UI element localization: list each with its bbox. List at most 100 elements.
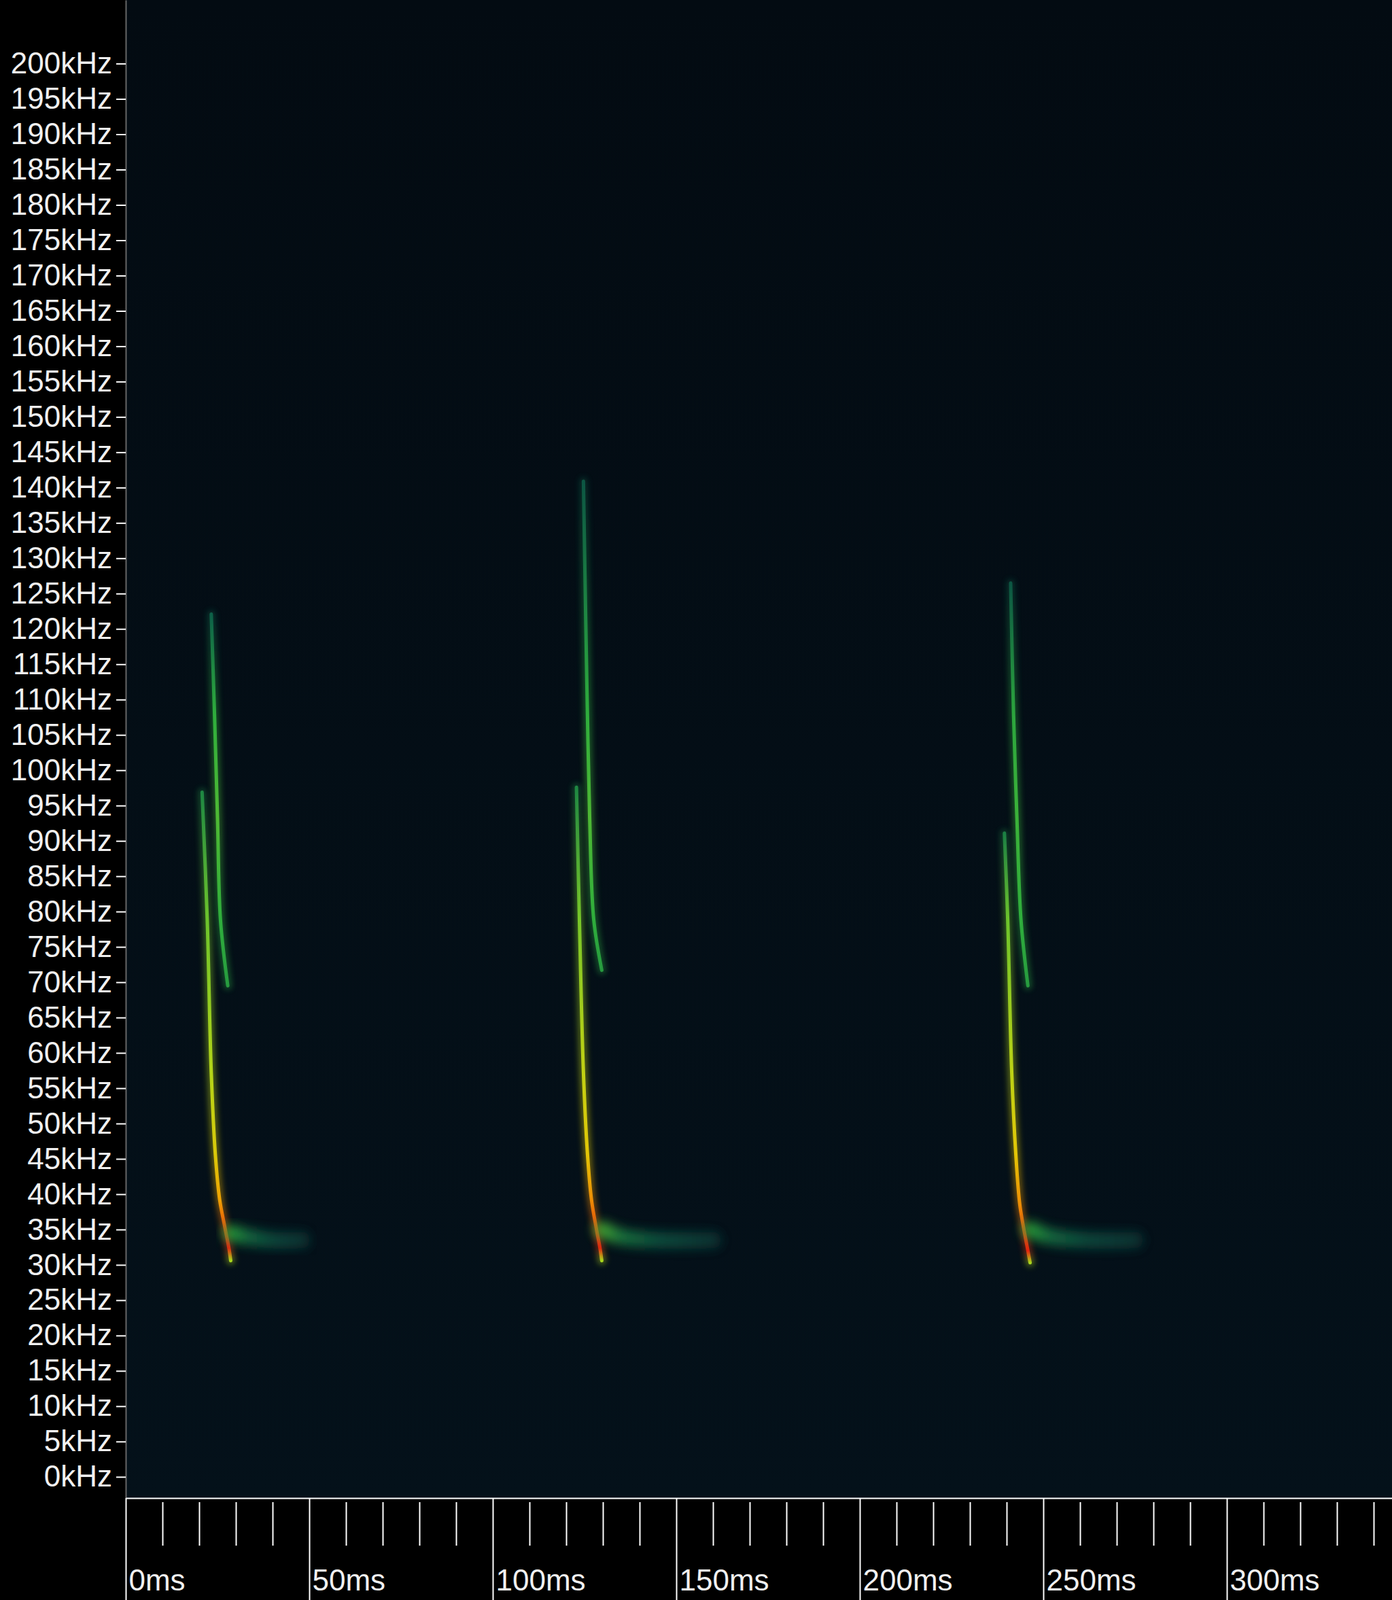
- x-minor-tick: [456, 1502, 457, 1546]
- y-tick: 85kHz: [27, 859, 126, 893]
- x-minor-tick: [345, 1502, 347, 1546]
- y-tick: 145kHz: [10, 435, 126, 469]
- y-tick-label: 55kHz: [27, 1071, 113, 1105]
- y-tick-label: 20kHz: [27, 1317, 113, 1352]
- y-tick-label: 0kHz: [44, 1459, 113, 1493]
- chart: 0kHz5kHz10kHz15kHz20kHz25kHz30kHz35kHz40…: [0, 0, 1392, 1600]
- y-tick: 5kHz: [44, 1423, 126, 1458]
- call-trace: [1010, 583, 1028, 987]
- y-tick-label: 15kHz: [27, 1353, 113, 1387]
- x-minor-tick: [969, 1502, 971, 1546]
- y-tick: 185kHz: [10, 152, 126, 186]
- x-tick: 0ms: [126, 1498, 186, 1600]
- x-axis-line: [126, 1498, 1392, 1500]
- x-minor-tick: [749, 1502, 751, 1546]
- y-tick-mark: [116, 204, 126, 206]
- x-minor-tick: [1006, 1502, 1008, 1546]
- y-tick-mark: [116, 1264, 126, 1266]
- x-tick-mark: [125, 1498, 128, 1600]
- y-tick-mark: [116, 522, 126, 525]
- y-tick-label: 90kHz: [27, 823, 113, 858]
- x-minor-axis: [163, 1502, 1375, 1546]
- y-tick: 65kHz: [27, 1000, 126, 1034]
- y-tick: 175kHz: [10, 222, 126, 257]
- x-minor-tick-mark: [1190, 1502, 1192, 1546]
- x-tick-label: 100ms: [496, 1563, 586, 1597]
- y-tick: 160kHz: [10, 328, 126, 363]
- y-tick-mark: [116, 169, 126, 171]
- y-tick-mark: [116, 1476, 126, 1478]
- y-tick-label: 150kHz: [10, 399, 113, 433]
- y-tick: 20kHz: [27, 1317, 126, 1352]
- y-tick: 140kHz: [10, 470, 126, 504]
- x-minor-tick: [786, 1502, 788, 1546]
- y-tick-mark: [116, 345, 126, 348]
- x-minor-tick: [896, 1502, 898, 1546]
- y-tick-mark: [116, 487, 126, 489]
- x-minor-tick-mark: [823, 1502, 825, 1546]
- y-tick-mark: [116, 416, 126, 419]
- call-glow: [583, 481, 602, 970]
- y-tick-mark: [116, 1370, 126, 1372]
- x-tick-label: 0ms: [129, 1563, 186, 1597]
- call-glow: [1010, 583, 1028, 987]
- y-tick: 190kHz: [10, 116, 126, 151]
- y-tick-label: 180kHz: [10, 187, 113, 221]
- y-tick-label: 35kHz: [27, 1212, 113, 1246]
- y-tick: 25kHz: [27, 1282, 126, 1316]
- x-minor-tick: [823, 1502, 824, 1546]
- y-tick-label: 135kHz: [10, 505, 113, 539]
- y-tick-label: 190kHz: [10, 116, 113, 151]
- x-minor-tick: [602, 1502, 604, 1546]
- x-minor-tick-mark: [969, 1502, 972, 1546]
- x-tick-label: 250ms: [1046, 1563, 1137, 1597]
- x-minor-tick-mark: [1373, 1502, 1376, 1546]
- y-tick: 75kHz: [27, 929, 126, 964]
- y-tick-label: 165kHz: [10, 293, 113, 327]
- y-tick-mark: [116, 1405, 126, 1407]
- y-tick: 90kHz: [27, 823, 126, 858]
- y-tick: 45kHz: [27, 1141, 126, 1176]
- y-tick-mark: [116, 381, 126, 383]
- x-minor-tick-mark: [272, 1502, 274, 1546]
- y-tick-label: 105kHz: [10, 717, 113, 752]
- y-tick-mark: [116, 593, 126, 595]
- y-tick-mark: [116, 98, 126, 100]
- y-tick: 165kHz: [10, 293, 126, 327]
- y-tick-label: 25kHz: [27, 1282, 113, 1316]
- plot-area: [125, 0, 1392, 1499]
- x-minor-tick-mark: [345, 1502, 348, 1546]
- y-tick: 35kHz: [27, 1212, 126, 1246]
- x-minor-tick-mark: [529, 1502, 531, 1546]
- x-minor-tick: [162, 1502, 164, 1546]
- y-tick: 200kHz: [10, 46, 126, 80]
- x-minor-tick: [1190, 1502, 1191, 1546]
- x-minor-tick-mark: [1006, 1502, 1008, 1546]
- x-minor-tick: [1336, 1502, 1338, 1546]
- y-tick-mark: [116, 1299, 126, 1301]
- y-tick-label: 200kHz: [10, 46, 113, 80]
- y-tick-mark: [116, 699, 126, 701]
- y-tick-mark: [116, 1017, 126, 1019]
- y-tick-label: 30kHz: [27, 1247, 113, 1282]
- x-minor-tick-mark: [566, 1502, 568, 1546]
- y-tick-mark: [116, 911, 126, 913]
- y-tick-label: 100kHz: [10, 753, 113, 787]
- y-tick-mark: [116, 451, 126, 454]
- y-tick-mark: [116, 1088, 126, 1090]
- y-tick: 100kHz: [10, 753, 126, 787]
- x-minor-tick-mark: [456, 1502, 458, 1546]
- x-tick-label: 150ms: [679, 1563, 770, 1597]
- x-minor-tick-mark: [933, 1502, 935, 1546]
- y-tick-label: 160kHz: [10, 328, 113, 363]
- y-tick-label: 50kHz: [27, 1106, 113, 1140]
- echo-tail: [601, 1229, 713, 1241]
- x-axis: 0ms50ms100ms150ms200ms250ms300ms: [126, 1498, 1392, 1600]
- x-tick-mark: [676, 1498, 678, 1600]
- y-tick-label: 5kHz: [44, 1423, 113, 1458]
- x-minor-tick: [1300, 1502, 1301, 1546]
- x-minor-tick: [712, 1502, 714, 1546]
- y-tick-mark: [116, 876, 126, 878]
- y-tick-mark: [116, 1193, 126, 1195]
- y-tick-mark: [116, 275, 126, 277]
